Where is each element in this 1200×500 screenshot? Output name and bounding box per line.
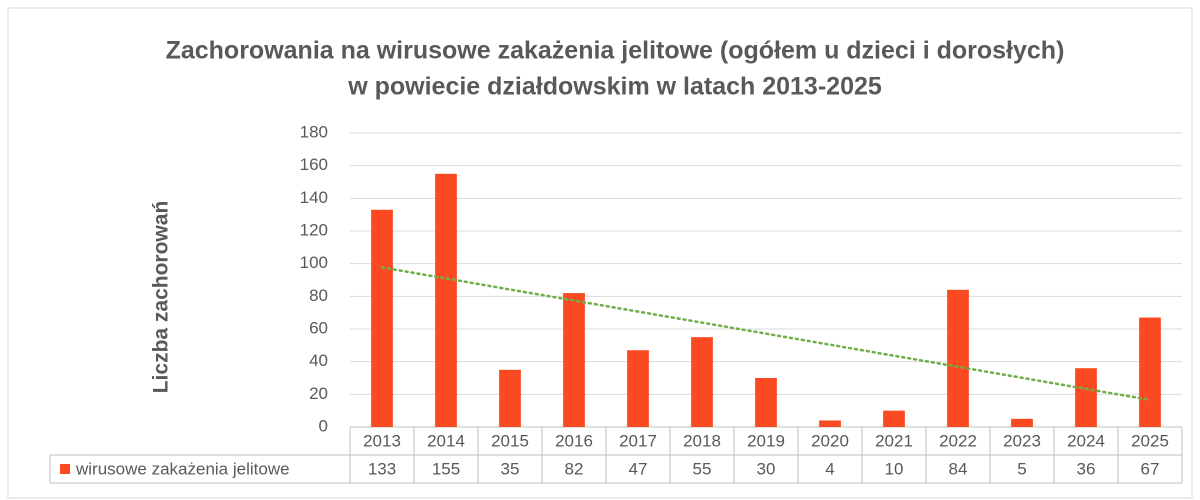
bar	[499, 369, 521, 427]
bar	[627, 350, 649, 427]
bar	[1075, 368, 1097, 427]
chart-title: Zachorowania na wirusowe zakażenia jelit…	[166, 37, 1065, 65]
bar	[1139, 317, 1161, 427]
table-value: 5	[1017, 459, 1026, 478]
x-tick-label: 2013	[363, 431, 401, 450]
y-tick-label: 100	[300, 253, 328, 272]
table-value: 36	[1077, 459, 1096, 478]
table-value: 47	[629, 459, 648, 478]
y-tick-label: 60	[309, 318, 328, 337]
y-axis-label: Liczba zachorowań	[150, 201, 173, 394]
y-tick-label: 120	[300, 220, 328, 239]
y-tick-label: 20	[309, 384, 328, 403]
chart-title: w powiecie działdowskim w latach 2013-20…	[347, 73, 882, 101]
bar	[947, 289, 969, 427]
bar	[691, 337, 713, 427]
table-value: 82	[565, 459, 584, 478]
bar	[883, 410, 905, 427]
table-value: 35	[501, 459, 520, 478]
x-tick-label: 2023	[1003, 431, 1041, 450]
y-tick-label: 140	[300, 188, 328, 207]
chart-border	[7, 7, 1193, 499]
x-tick-label: 2021	[875, 431, 913, 450]
bar	[1011, 418, 1033, 427]
x-tick-label: 2018	[683, 431, 721, 450]
bar	[819, 420, 841, 427]
x-tick-label: 2014	[427, 431, 465, 450]
table-value: 155	[432, 459, 460, 478]
bar	[435, 173, 457, 427]
x-tick-label: 2024	[1067, 431, 1105, 450]
table-value: 67	[1141, 459, 1160, 478]
x-tick-label: 2022	[939, 431, 977, 450]
table-value: 133	[368, 459, 396, 478]
y-tick-label: 180	[300, 122, 328, 141]
y-tick-label: 160	[300, 155, 328, 174]
bar	[371, 209, 393, 427]
table-value: 10	[885, 459, 904, 478]
y-tick-label: 0	[319, 416, 328, 435]
trendline	[380, 266, 1152, 402]
x-tick-label: 2020	[811, 431, 849, 450]
x-tick-label: 2019	[747, 431, 785, 450]
x-tick-label: 2025	[1131, 431, 1169, 450]
table-value: 84	[949, 459, 968, 478]
y-tick-label: 80	[309, 286, 328, 305]
x-tick-label: 2016	[555, 431, 593, 450]
x-tick-label: 2017	[619, 431, 657, 450]
x-tick-label: 2015	[491, 431, 529, 450]
bar	[563, 293, 585, 427]
y-tick-label: 40	[309, 351, 328, 370]
table-value: 30	[757, 459, 776, 478]
legend-label: wirusowe zakażenia jelitowe	[75, 459, 290, 478]
legend-key	[60, 464, 70, 474]
bar	[755, 378, 777, 427]
table-value: 55	[693, 459, 712, 478]
table-value: 4	[825, 459, 834, 478]
